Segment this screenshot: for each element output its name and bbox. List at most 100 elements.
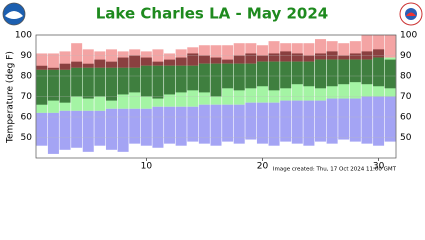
observed-normal — [361, 59, 373, 85]
observed-above-normal — [164, 59, 176, 66]
y-tick-label: 100 — [15, 31, 32, 41]
record-high-band — [384, 35, 396, 58]
observed-normal — [82, 67, 94, 99]
observed-above-normal — [71, 61, 83, 68]
record-low-band — [59, 110, 71, 150]
record-high-band — [59, 51, 71, 70]
record-low-band — [245, 102, 257, 140]
record-high-band — [291, 43, 303, 62]
record-low-band — [326, 98, 338, 144]
record-low-band — [105, 108, 117, 150]
record-high-band — [198, 45, 210, 64]
x-tick-label: 20 — [257, 162, 269, 172]
y-tick-label: 90 — [21, 51, 33, 61]
record-high-band — [315, 39, 327, 60]
observed-above-normal — [152, 61, 164, 66]
y-tick-label: 50 — [21, 133, 33, 143]
record-high-band — [222, 45, 234, 64]
observed-above-normal — [210, 57, 222, 64]
record-low-band — [268, 102, 280, 146]
observed-above-normal — [268, 53, 280, 62]
record-low-band — [349, 98, 361, 142]
observed-above-normal — [175, 57, 187, 66]
record-low-band — [303, 100, 315, 146]
observed-above-normal — [36, 65, 48, 70]
observed-normal — [117, 67, 129, 95]
observed-above-normal — [315, 53, 327, 60]
record-high-band — [256, 45, 268, 62]
x-tick-label: 10 — [141, 162, 153, 172]
record-low-band — [373, 96, 385, 146]
observed-normal — [384, 59, 396, 89]
y-tick-label-right: 50 — [400, 133, 412, 143]
record-low-band — [233, 104, 245, 144]
record-low-band — [82, 110, 94, 152]
y-tick-label-right: 100 — [400, 31, 417, 41]
observed-normal — [59, 69, 71, 103]
record-low-band — [36, 112, 48, 146]
observed-normal — [140, 65, 152, 97]
record-high-band — [303, 43, 315, 62]
noaa-logo — [2, 2, 26, 26]
observed-above-normal — [82, 63, 94, 68]
observed-normal — [315, 59, 327, 89]
record-low-band — [315, 100, 327, 142]
record-high-band — [338, 43, 350, 60]
record-high-band — [36, 53, 48, 70]
record-high-band — [361, 35, 373, 60]
observed-normal — [105, 67, 117, 101]
observed-normal — [210, 63, 222, 97]
record-low-band — [338, 98, 350, 140]
observed-above-normal — [338, 55, 350, 60]
record-low-band — [256, 102, 268, 144]
record-high-band — [233, 43, 245, 64]
plot-frame — [35, 34, 397, 159]
observed-above-normal — [222, 59, 234, 64]
record-high-band — [268, 41, 280, 62]
record-low-band — [140, 108, 152, 146]
y-tick-label-right: 60 — [400, 113, 412, 123]
chart: Lake Charles LA - May 2024 Temperature (… — [2, 2, 423, 173]
record-high-band — [47, 53, 59, 70]
record-high-band — [373, 35, 385, 58]
record-low-band — [291, 100, 303, 144]
observed-above-normal — [373, 49, 385, 58]
observed-normal — [338, 59, 350, 85]
record-low-band — [129, 108, 141, 144]
record-high-band — [326, 41, 338, 60]
observed-above-normal — [59, 63, 71, 70]
x-tick-label: 30 — [373, 162, 385, 172]
observed-above-normal — [280, 51, 292, 62]
observed-above-normal — [233, 55, 245, 64]
observed-above-normal — [105, 61, 117, 68]
record-low-band — [175, 106, 187, 146]
observed-normal — [291, 61, 303, 85]
observed-above-normal — [129, 55, 141, 68]
observed-normal — [326, 59, 338, 87]
record-low-band — [94, 110, 106, 146]
observed-above-normal — [349, 53, 361, 60]
observed-above-normal — [94, 59, 106, 68]
record-high-band — [152, 49, 164, 66]
observed-normal — [36, 69, 48, 105]
observed-normal — [349, 59, 361, 83]
observed-above-normal — [187, 53, 199, 66]
y-tick-label: 80 — [21, 72, 33, 82]
observed-above-normal — [256, 55, 268, 62]
observed-above-normal — [245, 53, 257, 64]
chart-title: Lake Charles LA - May 2024 — [96, 5, 329, 23]
record-low-band — [361, 96, 373, 144]
observed-above-normal — [303, 55, 315, 62]
record-high-band — [210, 45, 222, 64]
observed-normal — [175, 65, 187, 93]
footer: Image created: Thu, 17 Oct 2024 11:00 GM… — [273, 167, 397, 173]
observed-normal — [164, 65, 176, 95]
record-low-band — [384, 96, 396, 142]
record-low-band — [117, 108, 129, 152]
record-low-band — [152, 106, 164, 148]
record-low-band — [164, 106, 176, 144]
record-low-band — [280, 100, 292, 142]
observed-above-normal — [291, 53, 303, 62]
observed-above-normal — [47, 67, 59, 70]
y-tick-label: 70 — [21, 92, 33, 102]
